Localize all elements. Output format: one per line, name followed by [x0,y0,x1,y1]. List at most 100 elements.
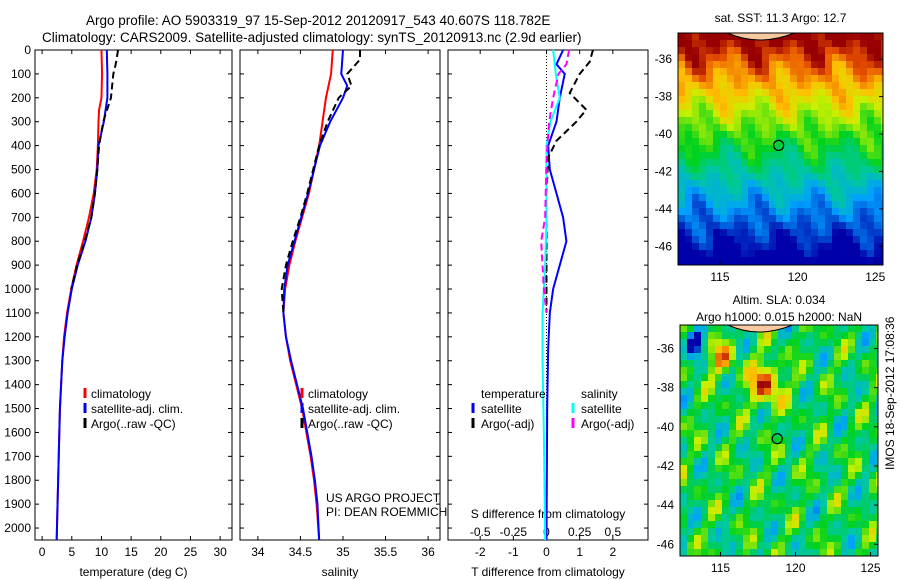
map-cell [841,325,848,332]
map-cell [748,47,755,54]
map-cell [806,388,813,395]
map-cell [701,444,708,451]
map-cell [813,451,820,458]
map-cell [820,521,827,528]
map-cell [755,124,762,131]
map-cell [764,542,771,549]
map-cell [820,332,827,339]
map-cell [776,138,783,145]
map-cell [804,152,811,159]
map-cell [860,33,867,40]
map-cell [734,243,741,250]
map-cell [813,479,820,486]
map-cell [743,332,750,339]
map-cell [790,208,797,215]
map-cell [862,409,869,416]
map-cell [692,208,699,215]
map-cell [790,152,797,159]
map-cell [804,82,811,89]
series-line-s-argo-adj- [540,49,571,314]
map-cell [846,89,853,96]
map-cell [860,243,867,250]
map-cell [846,61,853,68]
map-cell [848,479,855,486]
map-cell [685,257,692,264]
map-cell [841,514,848,521]
map-cell [853,110,860,117]
map-cell [785,535,792,542]
map-cell [862,332,869,339]
map-cell [867,75,874,82]
map-cell [720,257,727,264]
legend-label: climatology [91,387,151,401]
map-cell [881,194,883,201]
map-cell [860,103,867,110]
map-cell [764,535,771,542]
map-cell [778,346,785,353]
map-cell [748,68,755,75]
map-cell [846,229,853,236]
map-cell [806,549,813,556]
map-cell [748,152,755,159]
lon-tick-label: 120 [788,270,808,284]
map-cell [771,472,778,479]
map-cell [692,117,699,124]
map-cell [708,472,715,479]
map-cell [736,332,743,339]
map-cell [736,451,743,458]
map-cell [876,500,878,507]
map-cell [734,180,741,187]
map-cell [720,124,727,131]
map-cell [792,325,799,332]
map-cell [743,493,750,500]
map-cell [869,500,876,507]
map-cell [722,339,729,346]
map-cell [813,360,820,367]
map-cell [867,47,874,54]
map-cell [701,549,708,556]
map-cell [841,388,848,395]
map-cell [748,145,755,152]
map-cell [825,152,832,159]
map-cell [862,395,869,402]
map-cell [692,68,699,75]
map-cell [776,215,783,222]
map-cell [680,535,687,542]
map-cell [848,514,855,521]
map-cell [748,236,755,243]
map-cell [706,152,713,159]
map-cell [825,222,832,229]
map-cell [713,33,720,40]
map-cell [713,68,720,75]
map-cell [792,465,799,472]
map-cell [694,402,701,409]
map-cell [687,346,694,353]
map-cell [764,402,771,409]
map-cell [860,257,867,264]
x-tick-label: 5 [68,545,75,559]
map-cell [771,549,778,556]
map-cell [855,458,862,465]
map-cell [748,250,755,257]
map-cell [750,423,757,430]
map-cell [715,451,722,458]
map-cell [678,75,685,82]
map-cell [792,423,799,430]
map-cell [715,416,722,423]
map-cell [687,486,694,493]
map-cell [839,222,846,229]
map-cell [811,61,818,68]
map-cell [757,535,764,542]
map-cell [713,180,720,187]
map-cell [804,54,811,61]
map-cell [685,166,692,173]
map-cell [832,96,839,103]
map-cell [680,549,687,556]
map-cell [769,145,776,152]
map-cell [741,82,748,89]
map-cell [797,131,804,138]
map-cell [720,187,727,194]
map-cell [827,402,834,409]
map-cell [743,388,750,395]
map-cell [729,528,736,535]
